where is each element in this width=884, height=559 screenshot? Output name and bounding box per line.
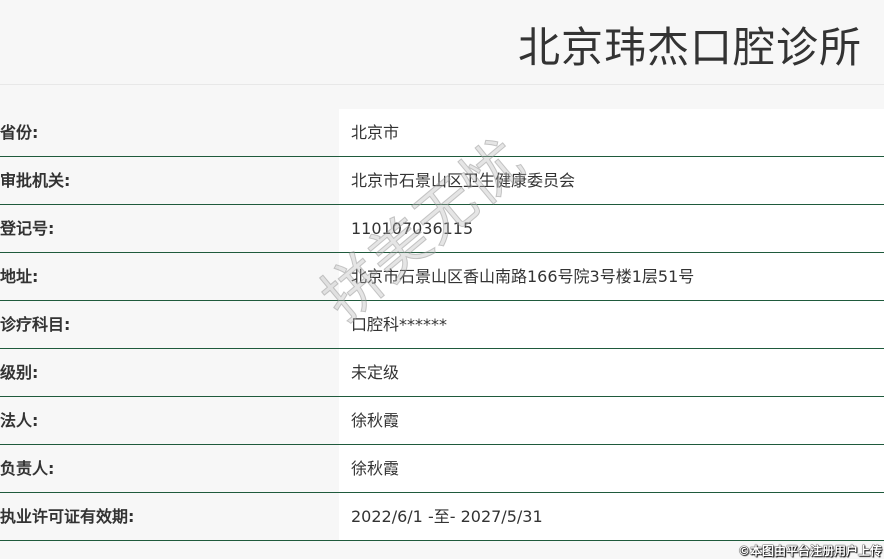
upload-credit: ©本图由平台注册用户上传	[737, 544, 882, 558]
row-label: 负责人:	[0, 459, 55, 478]
table-row: 负责人: 徐秋霞	[0, 445, 884, 493]
table-row: 审批机关: 北京市石景山区卫生健康委员会	[0, 157, 884, 205]
row-value: 北京市石景山区卫生健康委员会	[339, 157, 884, 204]
info-table: 省份: 北京市审批机关: 北京市石景山区卫生健康委员会登记号: 11010703611…	[0, 109, 884, 541]
table-row: 执业许可证有效期: 2022/6/1 -至- 2027/5/31	[0, 493, 884, 541]
row-value: 2022/6/1 -至- 2027/5/31	[339, 493, 884, 540]
row-value: 北京市石景山区香山南路166号院3号楼1层51号	[339, 253, 884, 300]
table-row: 法人: 徐秋霞	[0, 397, 884, 445]
table-row: 诊疗科目: 口腔科******	[0, 301, 884, 349]
table-row: 地址: 北京市石景山区香山南路166号院3号楼1层51号	[0, 253, 884, 301]
row-value: 未定级	[339, 349, 884, 396]
table-row: 登记号: 110107036115	[0, 205, 884, 253]
page-header: 北京玮杰口腔诊所	[0, 0, 884, 85]
row-label: 省份:	[0, 123, 39, 142]
row-label: 登记号:	[0, 219, 55, 238]
table-row: 级别: 未定级	[0, 349, 884, 397]
row-label: 执业许可证有效期:	[0, 507, 135, 526]
row-label: 地址:	[0, 267, 39, 286]
row-label: 级别:	[0, 363, 39, 382]
row-value: 徐秋霞	[339, 397, 884, 444]
row-label: 法人:	[0, 411, 39, 430]
row-label: 诊疗科目:	[0, 315, 71, 334]
row-value: 徐秋霞	[339, 445, 884, 492]
row-value: 口腔科******	[339, 301, 884, 348]
page-title: 北京玮杰口腔诊所	[517, 23, 862, 72]
table-row: 省份: 北京市	[0, 109, 884, 157]
row-value: 北京市	[339, 109, 884, 156]
row-label: 审批机关:	[0, 171, 71, 190]
row-value: 110107036115	[339, 205, 884, 252]
